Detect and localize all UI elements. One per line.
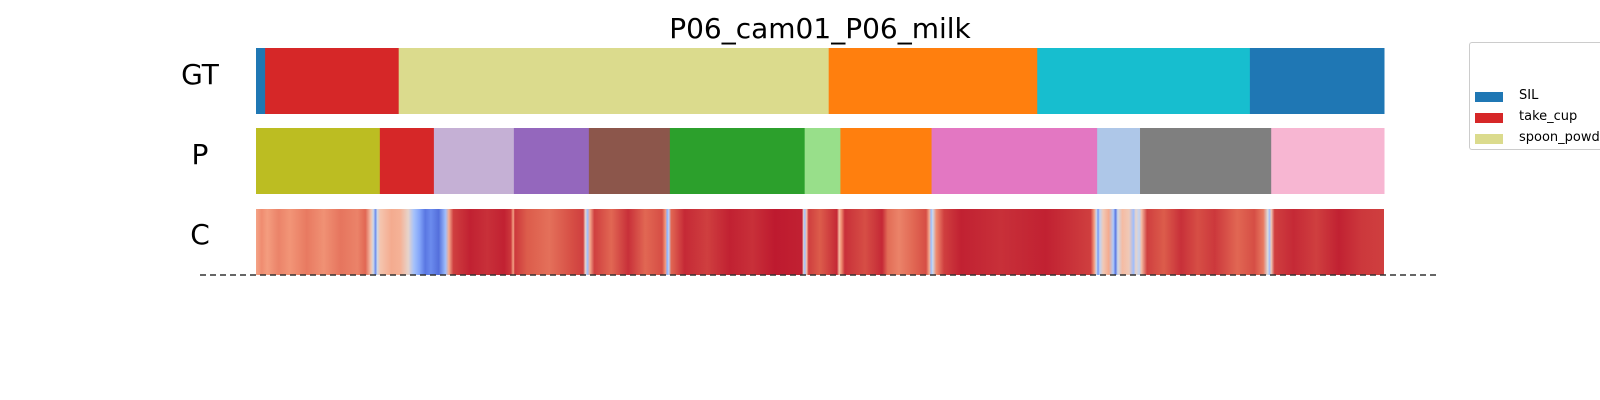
legend-label: SIL (1519, 88, 1539, 103)
segment-p-7 (840, 128, 933, 194)
legend-label: spoon_powd (1519, 130, 1600, 145)
row-label-prediction: P (191, 138, 209, 171)
confidence-strip (256, 209, 1384, 275)
legend-label: take_cup (1519, 109, 1578, 124)
segment-p-4 (588, 128, 671, 194)
segment-p-1 (379, 128, 435, 194)
segment-gt-4 (1037, 48, 1251, 114)
row-p-bar (256, 128, 1385, 194)
segment-gt-1 (265, 48, 400, 114)
row-label-confidence: C (190, 218, 210, 251)
legend: SIL take_cup spoon_powd pour_milk stir_m… (1469, 42, 1600, 150)
segment-p-11 (1271, 128, 1385, 194)
legend-swatch (1475, 92, 1503, 102)
chart-title: P06_cam01_P06_milk (669, 12, 971, 45)
legend-swatch (1475, 134, 1503, 144)
segment-p-6 (804, 128, 841, 194)
segment-gt-2 (398, 48, 830, 114)
segment-gt-5 (1249, 48, 1385, 114)
row-c-bar (256, 209, 1384, 275)
legend-swatch (1475, 113, 1503, 123)
segment-gt-0 (256, 48, 266, 114)
segment-p-8 (931, 128, 1098, 194)
segment-p-0 (256, 128, 381, 194)
segment-gt-3 (828, 48, 1038, 114)
segment-p-9 (1097, 128, 1141, 194)
row-label-gt: GT (181, 58, 219, 91)
segment-p-5 (669, 128, 806, 194)
segment-p-3 (513, 128, 590, 194)
row-gt-bar (256, 48, 1385, 114)
segment-p-2 (433, 128, 515, 194)
segment-p-10 (1140, 128, 1272, 194)
